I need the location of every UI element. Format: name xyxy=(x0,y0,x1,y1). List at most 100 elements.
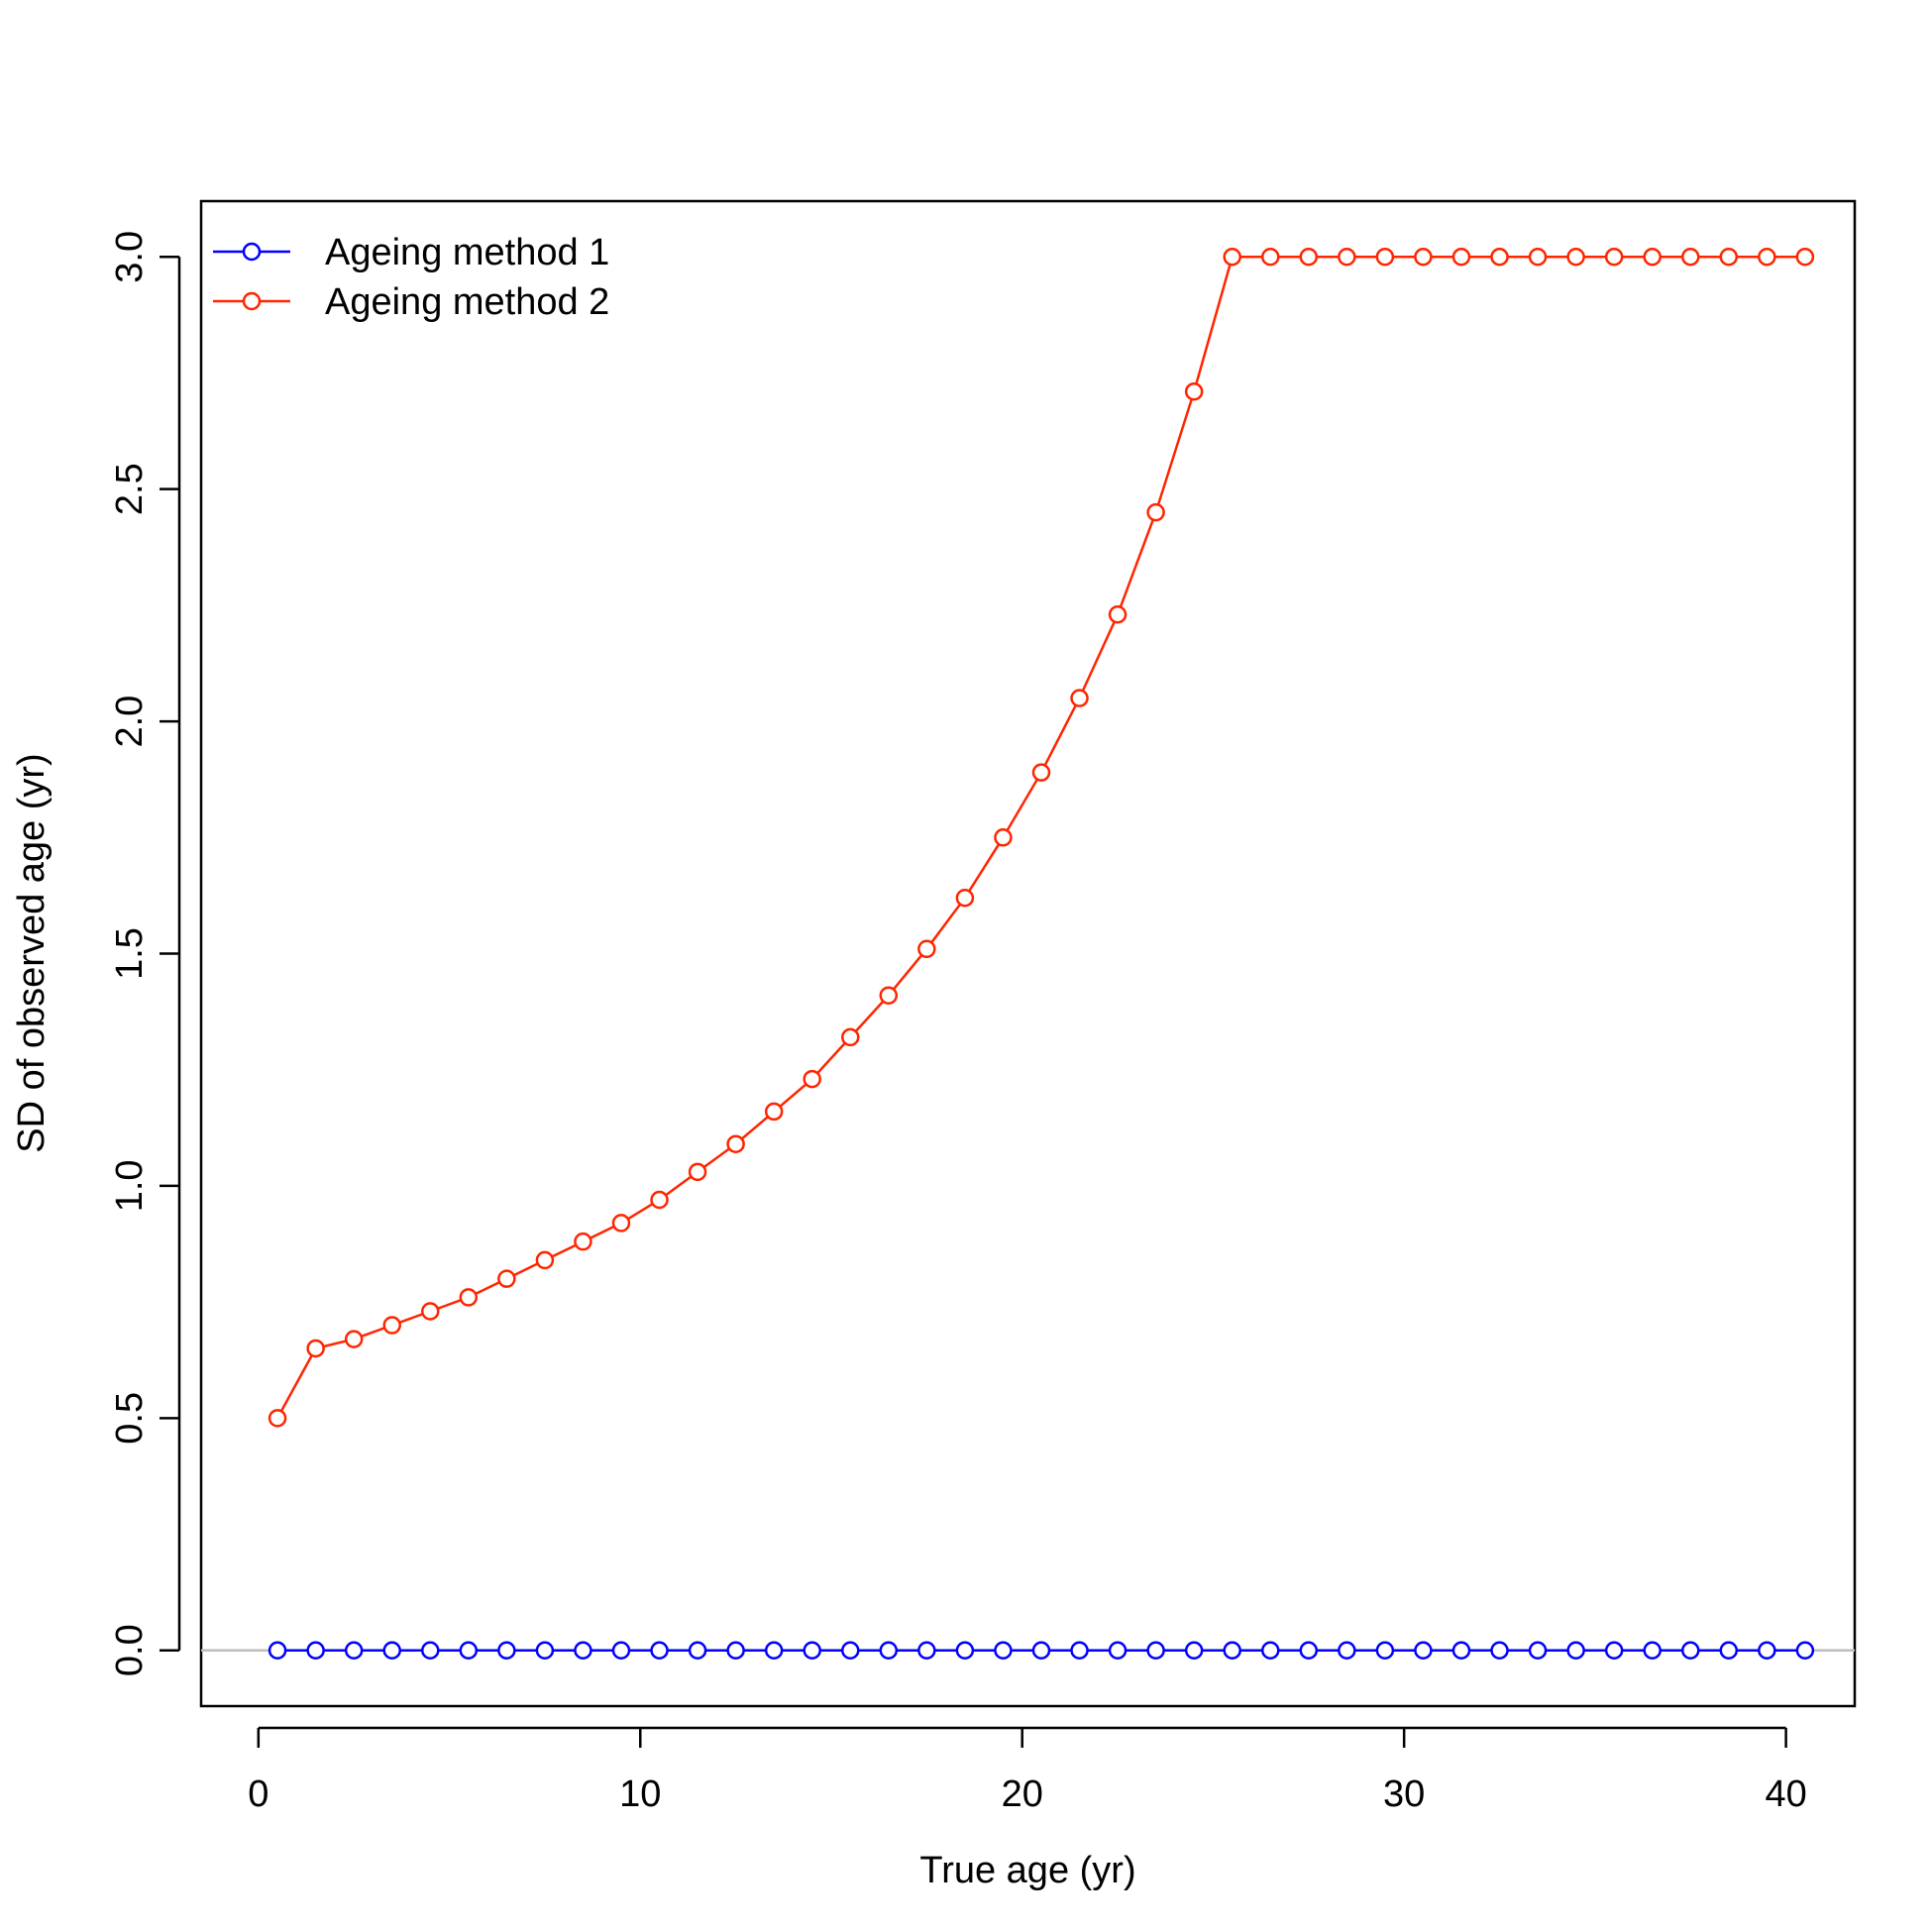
data-point-method-2 xyxy=(1795,248,1815,267)
legend-label-method-2: Ageing method 2 xyxy=(325,281,609,323)
data-point-method-1 xyxy=(611,1641,631,1660)
y-tick-label: 2.0 xyxy=(109,696,151,748)
data-point-method-2 xyxy=(1031,763,1051,782)
data-point-method-2 xyxy=(268,1409,287,1428)
data-point-method-2 xyxy=(1108,605,1127,624)
x-tick-label: 40 xyxy=(1765,1773,1806,1815)
data-point-method-1 xyxy=(1031,1641,1051,1660)
data-point-method-2 xyxy=(1414,248,1433,267)
data-point-method-2 xyxy=(917,939,936,959)
data-point-method-1 xyxy=(1795,1641,1815,1660)
legend-item-method-2: Ageing method 2 xyxy=(213,281,609,323)
data-point-method-1 xyxy=(688,1641,707,1660)
data-point-method-2 xyxy=(1643,248,1662,267)
data-point-method-2 xyxy=(1681,248,1700,267)
plot-frame xyxy=(199,199,1857,1708)
series-layer xyxy=(268,248,1815,1660)
data-point-method-2 xyxy=(1528,248,1548,267)
data-point-method-1 xyxy=(726,1641,745,1660)
x-axis: 0 10 20 30 40 xyxy=(248,1726,1807,1815)
data-point-method-2 xyxy=(1451,248,1471,267)
data-point-method-1 xyxy=(1184,1641,1204,1660)
data-point-method-1 xyxy=(344,1641,364,1660)
data-point-method-1 xyxy=(1070,1641,1089,1660)
x-tick-label: 0 xyxy=(248,1773,268,1815)
data-point-method-1 xyxy=(535,1641,555,1660)
data-point-method-2 xyxy=(611,1214,631,1233)
legend: Ageing method 1 Ageing method 2 xyxy=(213,232,609,323)
data-point-method-1 xyxy=(1490,1641,1509,1660)
data-point-method-2 xyxy=(1758,248,1776,267)
series-method-2 xyxy=(268,248,1815,1428)
data-point-method-1 xyxy=(1604,1641,1624,1660)
data-point-method-2 xyxy=(879,986,899,1005)
y-tick-label: 0.5 xyxy=(109,1392,151,1445)
data-point-method-2 xyxy=(421,1302,440,1321)
data-point-method-1 xyxy=(1758,1641,1776,1660)
data-point-method-2 xyxy=(574,1232,592,1251)
data-point-method-2 xyxy=(1184,381,1204,401)
data-point-method-1 xyxy=(1451,1641,1471,1660)
data-point-method-1 xyxy=(1299,1641,1319,1660)
data-point-method-2 xyxy=(841,1027,860,1047)
data-point-method-2 xyxy=(650,1190,669,1210)
data-point-method-2 xyxy=(1566,248,1585,267)
data-point-method-2 xyxy=(1604,248,1624,267)
data-point-method-2 xyxy=(994,828,1013,847)
data-point-method-2 xyxy=(306,1339,325,1358)
data-point-method-2 xyxy=(1299,248,1319,267)
y-axis-title: SD of observed age (yr) xyxy=(11,753,53,1152)
data-point-method-1 xyxy=(803,1641,821,1660)
data-point-method-2 xyxy=(803,1069,821,1089)
data-point-method-2 xyxy=(955,888,975,908)
y-tick-label: 0.0 xyxy=(109,1624,151,1676)
data-point-method-1 xyxy=(268,1641,287,1660)
data-point-method-1 xyxy=(917,1641,936,1660)
data-point-method-1 xyxy=(1414,1641,1433,1660)
data-point-method-1 xyxy=(879,1641,899,1660)
data-point-method-1 xyxy=(1223,1641,1241,1660)
data-point-method-1 xyxy=(1528,1641,1548,1660)
data-point-method-2 xyxy=(1070,689,1089,707)
data-point-method-2 xyxy=(1223,248,1241,267)
data-point-method-2 xyxy=(688,1162,707,1182)
data-point-method-2 xyxy=(382,1316,401,1335)
data-point-method-2 xyxy=(1490,248,1509,267)
data-point-method-2 xyxy=(1261,248,1280,267)
y-tick-label: 1.0 xyxy=(109,1159,151,1212)
data-point-method-1 xyxy=(1108,1641,1127,1660)
data-point-method-1 xyxy=(421,1641,440,1660)
data-point-method-2 xyxy=(764,1102,784,1122)
data-point-method-1 xyxy=(459,1641,479,1660)
data-point-method-1 xyxy=(497,1641,516,1660)
data-point-method-1 xyxy=(955,1641,975,1660)
data-point-method-2 xyxy=(497,1269,516,1288)
legend-marker-method-1 xyxy=(242,242,262,262)
data-point-method-2 xyxy=(535,1250,555,1270)
data-point-method-1 xyxy=(1261,1641,1280,1660)
data-point-method-1 xyxy=(650,1641,669,1660)
legend-item-method-1: Ageing method 1 xyxy=(213,232,609,273)
x-tick-label: 10 xyxy=(619,1773,661,1815)
legend-marker-method-2 xyxy=(242,291,262,311)
data-point-method-1 xyxy=(1146,1641,1165,1660)
data-point-method-1 xyxy=(574,1641,592,1660)
legend-label-method-1: Ageing method 1 xyxy=(325,232,609,273)
data-point-method-2 xyxy=(1338,248,1356,267)
data-point-method-2 xyxy=(344,1330,364,1348)
data-point-method-1 xyxy=(1375,1641,1395,1660)
y-tick-label: 1.5 xyxy=(109,927,151,980)
data-point-method-1 xyxy=(764,1641,784,1660)
data-point-method-1 xyxy=(1681,1641,1700,1660)
data-point-method-1 xyxy=(1338,1641,1356,1660)
data-point-method-2 xyxy=(459,1288,479,1307)
x-axis-title: True age (yr) xyxy=(919,1850,1135,1891)
data-point-method-2 xyxy=(726,1134,745,1153)
x-tick-label: 30 xyxy=(1383,1773,1425,1815)
series-method-1 xyxy=(268,1641,1815,1660)
x-tick-label: 20 xyxy=(1002,1773,1043,1815)
y-tick-label: 2.5 xyxy=(109,463,151,515)
y-axis: 0.0 0.5 1.0 1.5 2.0 2.5 3.0 xyxy=(109,231,181,1676)
data-point-method-1 xyxy=(382,1641,401,1660)
